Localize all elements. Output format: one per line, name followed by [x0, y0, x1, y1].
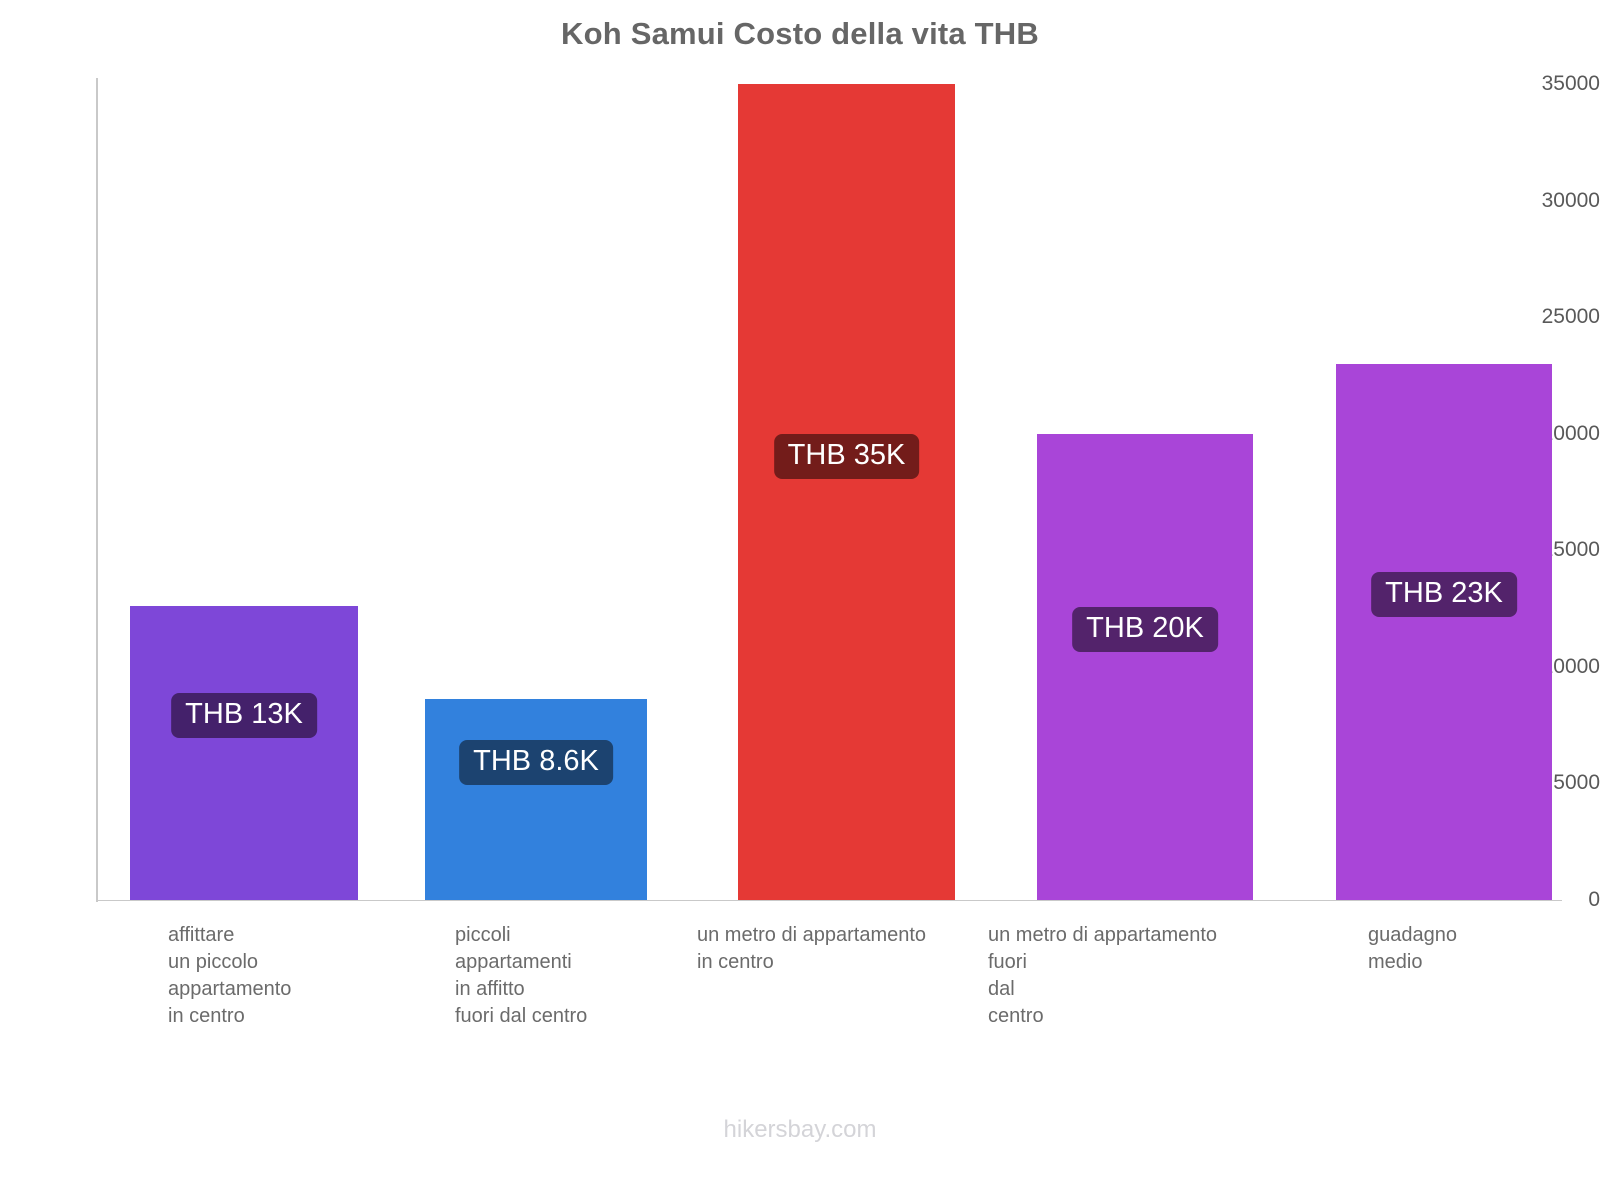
bar-value-label: THB 8.6K — [459, 740, 613, 785]
y-axis-tick-label: 0 — [1588, 888, 1600, 911]
y-axis-tick-label: 20000 — [1541, 421, 1600, 445]
bar-value-label: THB 35K — [773, 434, 920, 479]
x-axis-category-label: piccoli appartamenti in affitto fuori da… — [455, 924, 588, 1027]
bar[interactable] — [738, 84, 955, 900]
y-axis-tick-label: 35000 — [1541, 72, 1600, 95]
bar-value-label: THB 13K — [171, 693, 317, 738]
bar[interactable] — [130, 606, 358, 900]
x-axis-category-label: un metro di appartamento in centro — [697, 924, 927, 973]
page-title: Koh Samui Costo della vita THB — [561, 16, 1039, 51]
bar[interactable] — [1037, 433, 1253, 900]
bar[interactable] — [425, 699, 647, 900]
y-axis-tick-label: 10000 — [1541, 654, 1600, 678]
x-axis-line — [96, 900, 1562, 901]
y-axis-tick-label: 5000 — [1553, 771, 1600, 795]
y-axis-tick-label: 30000 — [1541, 188, 1600, 212]
bar-value-label: THB 20K — [1072, 607, 1218, 652]
y-axis-tick-label: 25000 — [1541, 305, 1600, 329]
x-axis-category-label: affittare un piccolo appartamento in cen… — [168, 924, 292, 1027]
x-axis-category-label: guadagno medio — [1368, 924, 1457, 973]
bar-value-label: THB 23K — [1371, 572, 1517, 617]
bar[interactable] — [1336, 363, 1552, 900]
y-axis-line — [96, 78, 98, 902]
x-axis-category-label: un metro di appartamento fuori dal centr… — [988, 924, 1218, 1027]
y-axis-tick-label: 15000 — [1541, 538, 1600, 562]
source-watermark: hikersbay.com — [723, 1116, 877, 1143]
